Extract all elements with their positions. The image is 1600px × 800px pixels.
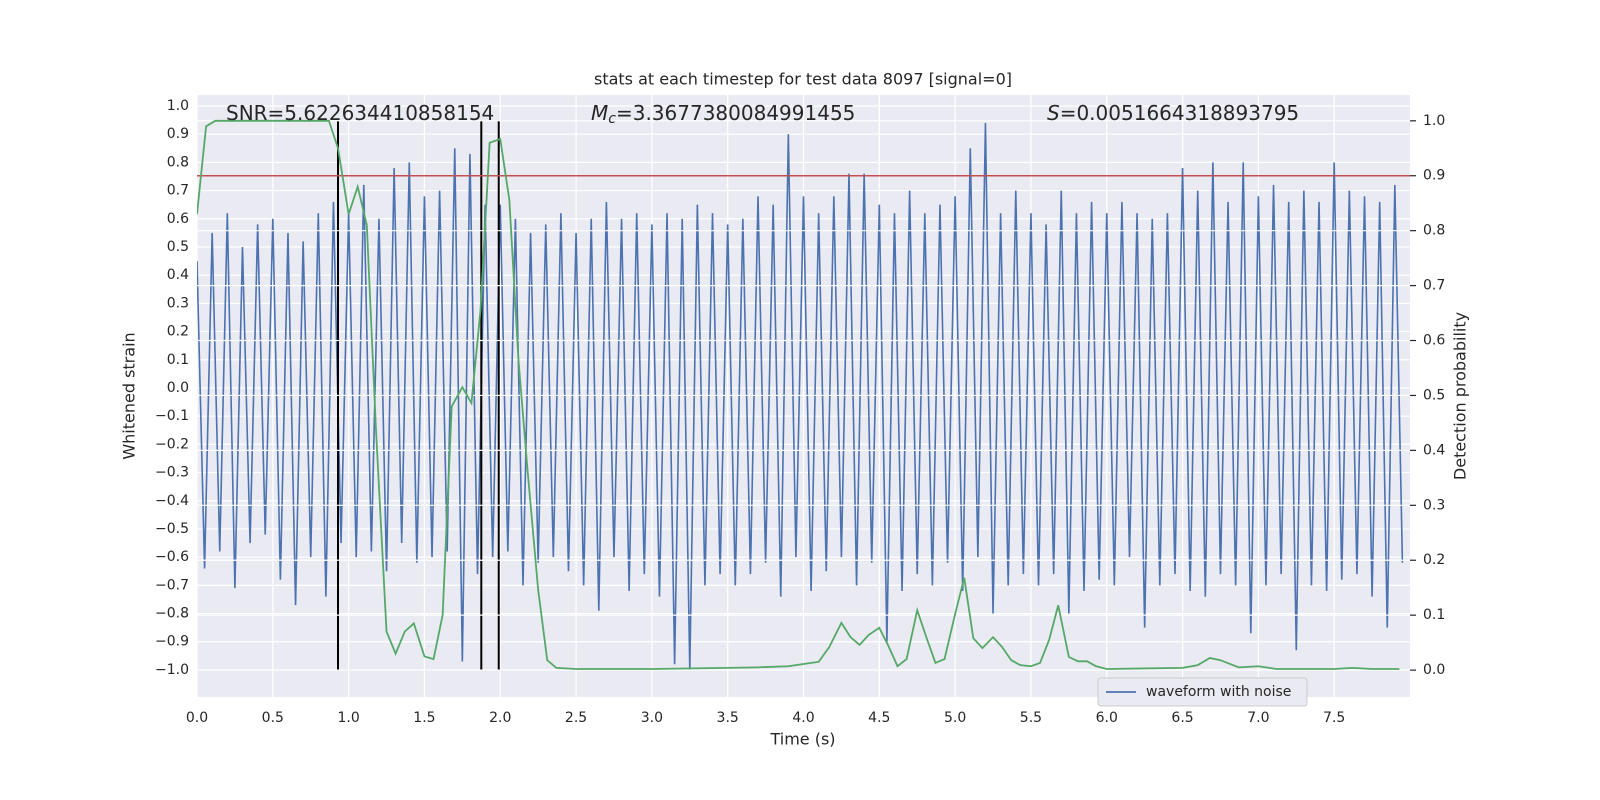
- x-tick-label: 7.5: [1323, 710, 1345, 726]
- y-tick-label: 1.0: [167, 98, 189, 114]
- y-tick-label: 0.9: [167, 126, 189, 142]
- x-tick-label: 1.0: [337, 710, 359, 726]
- annotation-snr: SNR=5.622634410858154: [226, 101, 494, 125]
- y2-tick-label: 0.9: [1423, 168, 1445, 184]
- y2-tick-label: 0.4: [1423, 442, 1445, 458]
- annotation-text: S: [1047, 101, 1060, 125]
- y-tick-label: −1.0: [155, 662, 189, 678]
- annotation-text: =0.0051664318893795: [1060, 101, 1299, 125]
- y2-tick-label: 0.1: [1423, 607, 1445, 623]
- legend-box: [1097, 677, 1308, 707]
- y-tick-label: 0.8: [167, 154, 189, 170]
- y-tick-label: −0.3: [155, 465, 189, 481]
- y2-tick-label: 0.3: [1423, 497, 1445, 513]
- x-tick-label: 3.5: [717, 710, 739, 726]
- x-tick-label: 4.5: [868, 710, 890, 726]
- y-tick-label: −0.4: [155, 493, 189, 509]
- plot-layers: [196, 95, 1410, 697]
- x-axis-label: Time (s): [769, 730, 835, 749]
- y-tick-label: 0.7: [167, 183, 189, 199]
- y2-axis-label: Detection probability: [1451, 312, 1470, 480]
- x-tick-label: 0.0: [186, 710, 208, 726]
- y-tick-label: 0.0: [167, 380, 189, 396]
- y2-tick-label: 0.8: [1423, 223, 1445, 239]
- y-tick-label: 0.1: [167, 352, 189, 368]
- y-tick-label: −0.6: [155, 549, 189, 565]
- annotation-mc: Mc=3.3677380084991455: [591, 101, 855, 128]
- x-tick-label: 2.5: [565, 710, 587, 726]
- y2-tick-label: 0.5: [1423, 387, 1445, 403]
- x-tick-label: 2.0: [489, 710, 511, 726]
- y2-tick-label: 0.0: [1423, 662, 1445, 678]
- y-tick-label: 0.4: [167, 267, 189, 283]
- y2-tick-label: 0.7: [1423, 278, 1445, 294]
- chart-title: stats at each timestep for test data 809…: [594, 70, 1012, 89]
- x-tick-label: 6.0: [1096, 710, 1118, 726]
- y2-tick-label: 1.0: [1423, 113, 1445, 129]
- probability-line: [197, 119, 1400, 670]
- x-tick-label: 6.5: [1171, 710, 1193, 726]
- y-axis-label: Whitened strain: [120, 332, 139, 459]
- y-tick-label: 0.5: [167, 239, 189, 255]
- annotation-text: =3.3677380084991455: [616, 101, 855, 125]
- y2-tick-label: 0.2: [1423, 552, 1445, 568]
- annotation-subscript: c: [608, 111, 616, 127]
- y-tick-label: 0.2: [167, 324, 189, 340]
- legend-label: waveform with noise: [1146, 684, 1291, 700]
- annotation-s: S=0.0051664318893795: [1047, 101, 1299, 125]
- y-tick-label: 0.3: [167, 295, 189, 311]
- annotation-text: SNR=5.622634410858154: [226, 101, 494, 125]
- y-tick-label: 0.6: [167, 211, 189, 227]
- y-tick-label: −0.2: [155, 436, 189, 452]
- y2-tick-label: 0.6: [1423, 333, 1445, 349]
- y-tick-label: −0.5: [155, 521, 189, 537]
- x-tick-label: 7.0: [1247, 710, 1269, 726]
- y-tick-label: −0.7: [155, 577, 189, 593]
- x-tick-label: 5.0: [944, 710, 966, 726]
- y-tick-label: −0.8: [155, 606, 189, 622]
- waveform-line: [197, 122, 1404, 670]
- y-tick-label: −0.1: [155, 408, 189, 424]
- y-tick-label: −0.9: [155, 634, 189, 650]
- x-tick-label: 0.5: [262, 710, 284, 726]
- x-tick-label: 4.0: [792, 710, 814, 726]
- x-tick-label: 5.5: [1020, 710, 1042, 726]
- x-tick-label: 1.5: [413, 710, 435, 726]
- annotation-text: M: [591, 101, 608, 125]
- x-tick-label: 3.0: [641, 710, 663, 726]
